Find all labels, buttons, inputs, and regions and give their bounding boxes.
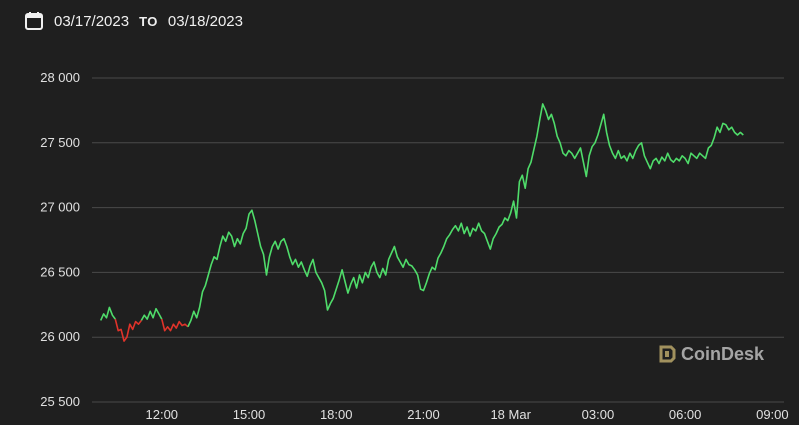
- x-tick-label: 03:00: [582, 407, 615, 422]
- price-line-segment: [99, 306, 116, 321]
- y-tick-label: 27 500: [40, 135, 80, 150]
- calendar-icon[interactable]: [24, 11, 44, 31]
- date-from[interactable]: 03/17/2023: [54, 12, 130, 30]
- y-tick-label: 28 000: [40, 70, 80, 85]
- x-tick-label: 21:00: [407, 407, 440, 422]
- price-line-segment: [114, 318, 143, 342]
- price-line-segment: [161, 318, 189, 332]
- date-range[interactable]: 03/17/2023 TO 03/18/2023: [24, 9, 243, 33]
- price-line-segment: [140, 307, 163, 321]
- x-tick-label: 12:00: [146, 407, 179, 422]
- brand-name: CoinDesk: [681, 343, 765, 364]
- date-separator: TO: [139, 13, 158, 29]
- date-to[interactable]: 03/18/2023: [167, 12, 243, 30]
- y-tick-label: 27 000: [40, 200, 80, 215]
- coindesk-logo-icon: [659, 345, 676, 363]
- y-tick-label: 25 500: [40, 394, 80, 409]
- x-tick-label: 09:00: [756, 407, 789, 422]
- x-tick-label: 18:00: [320, 407, 353, 422]
- coindesk-logo: CoinDesk: [657, 343, 764, 365]
- x-tick-label: 06:00: [669, 407, 702, 422]
- price-line-segment: [187, 103, 744, 328]
- x-tick-label: 18 Mar: [490, 407, 531, 422]
- y-tick-label: 26 500: [40, 264, 80, 279]
- x-tick-label: 15:00: [233, 407, 266, 422]
- y-tick-label: 26 000: [40, 329, 80, 344]
